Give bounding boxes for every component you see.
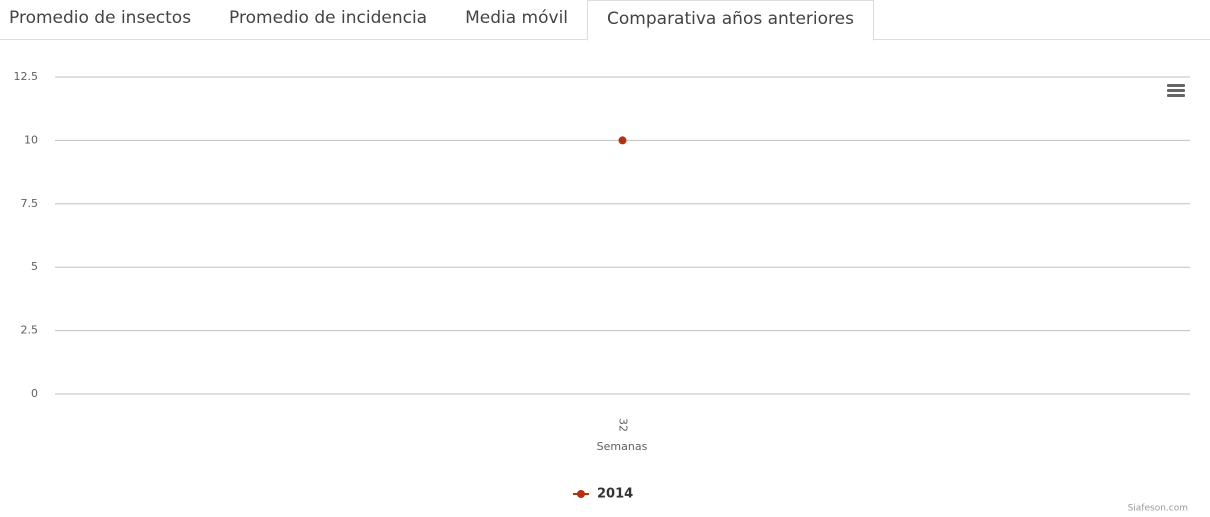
point-marker — [618, 136, 627, 145]
tab-bar: Promedio de insectos Promedio de incidenc… — [0, 0, 1210, 41]
legend-label: 2014 — [597, 487, 633, 502]
tab[interactable]: Comparativa años anteriores — [587, 0, 874, 41]
tab[interactable]: Promedio de insectos — [9, 8, 192, 28]
y-tick-label: 7.5 — [21, 197, 39, 210]
tab[interactable]: Media móvil — [465, 8, 569, 28]
y-tick-label: 0 — [31, 387, 38, 400]
tab[interactable]: Promedio de incidencia — [229, 8, 428, 28]
menu-icon[interactable] — [1167, 84, 1185, 97]
x-axis-title: Semanas — [597, 440, 648, 453]
y-tick-label: 10 — [24, 133, 38, 146]
y-tick-label: 2.5 — [21, 324, 39, 337]
x-tick-label: 32 — [617, 418, 630, 432]
y-tick-label: 5 — [31, 260, 38, 273]
y-tick-label: 12.5 — [14, 70, 39, 83]
legend-symbol-marker — [577, 490, 585, 498]
credits: Siafeson.com — [1128, 504, 1188, 514]
